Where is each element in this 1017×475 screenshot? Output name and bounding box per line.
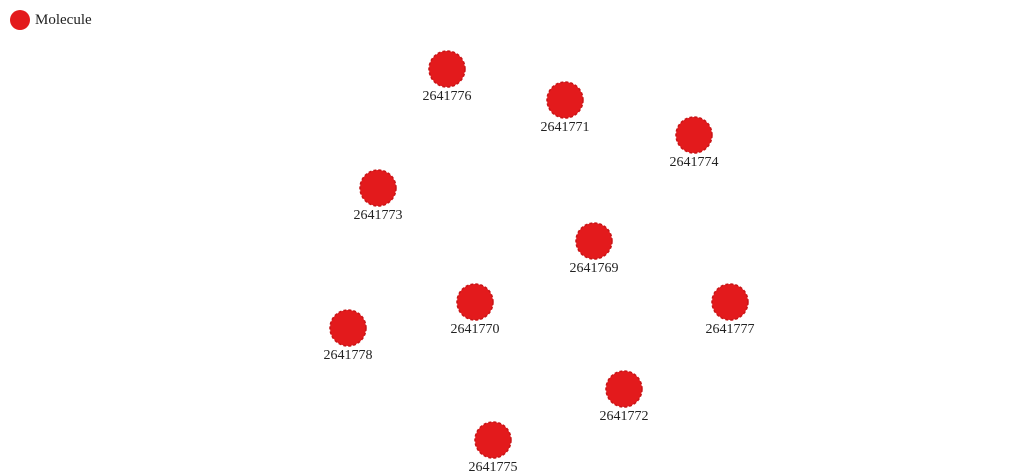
- node-2641776[interactable]: 2641776: [423, 50, 472, 104]
- legend: Molecule: [10, 9, 92, 31]
- node-circle[interactable]: [575, 222, 613, 260]
- node-circle[interactable]: [329, 309, 367, 347]
- node-label: 2641773: [354, 208, 403, 223]
- node-label: 2641774: [670, 155, 719, 170]
- node-2641778[interactable]: 2641778: [324, 309, 373, 363]
- node-label: 2641770: [451, 322, 500, 337]
- node-label: 2641778: [324, 348, 373, 363]
- nodes-layer: 2641776 2641771 2641774 2641773 2641769 26417…: [324, 50, 755, 475]
- node-label: 2641772: [600, 409, 649, 424]
- node-label: 2641775: [469, 460, 518, 475]
- node-circle[interactable]: [605, 370, 643, 408]
- legend-label-molecule: Molecule: [35, 11, 92, 28]
- node-2641772[interactable]: 2641772: [600, 370, 649, 424]
- node-circle[interactable]: [546, 81, 584, 119]
- node-circle[interactable]: [711, 283, 749, 321]
- node-2641774[interactable]: 2641774: [670, 116, 719, 170]
- node-label: 2641777: [706, 322, 755, 337]
- node-circle[interactable]: [359, 169, 397, 207]
- node-label: 2641776: [423, 89, 472, 104]
- node-2641775[interactable]: 2641775: [469, 421, 518, 475]
- legend-swatch-molecule: [10, 10, 30, 30]
- node-circle[interactable]: [675, 116, 713, 154]
- node-circle[interactable]: [428, 50, 466, 88]
- node-2641770[interactable]: 2641770: [451, 283, 500, 337]
- node-circle[interactable]: [456, 283, 494, 321]
- node-2641769[interactable]: 2641769: [570, 222, 619, 276]
- node-2641777[interactable]: 2641777: [706, 283, 755, 337]
- node-circle[interactable]: [474, 421, 512, 459]
- node-2641771[interactable]: 2641771: [541, 81, 590, 135]
- node-label: 2641771: [541, 120, 590, 135]
- node-2641773[interactable]: 2641773: [354, 169, 403, 223]
- node-label: 2641769: [570, 261, 619, 276]
